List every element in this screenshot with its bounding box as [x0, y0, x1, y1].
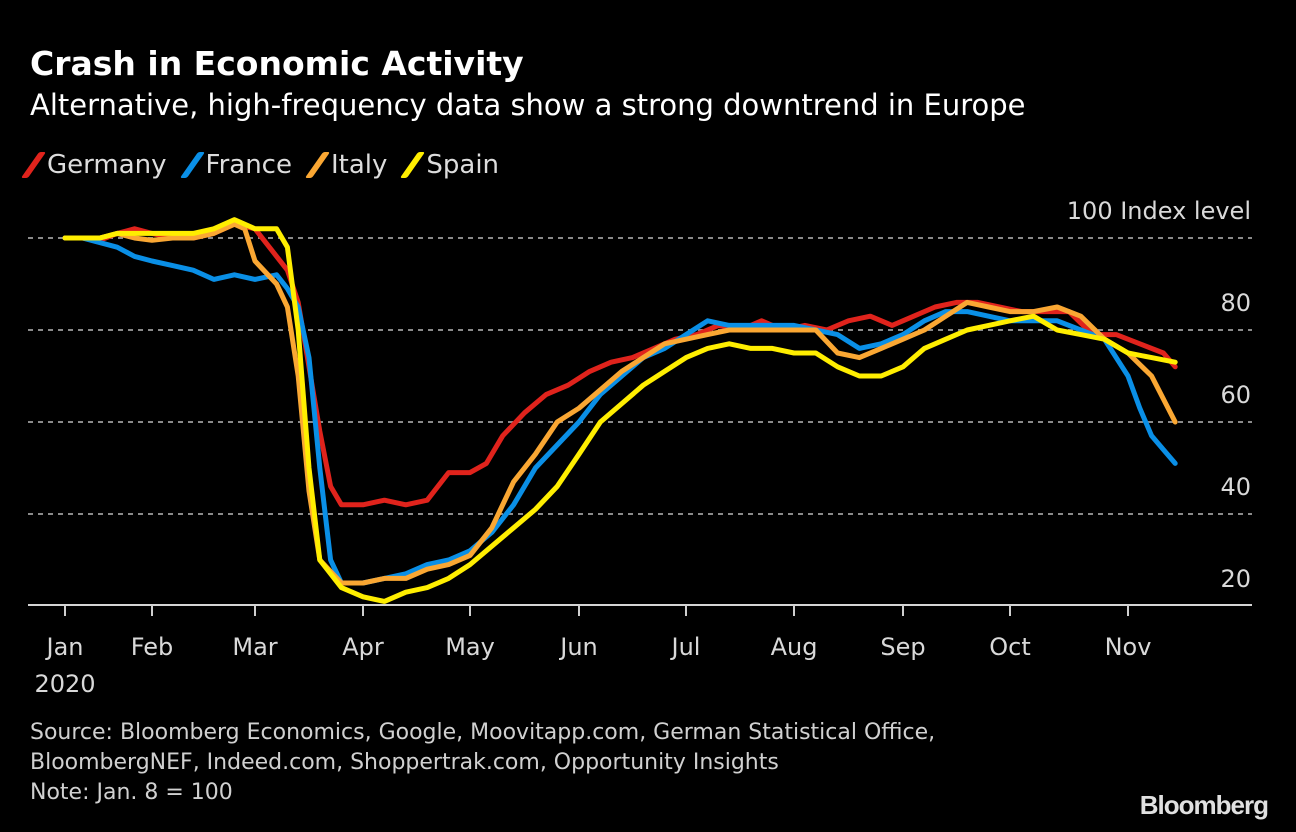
- series-line-italy: [62, 221, 1178, 586]
- legend-item-germany: Germany: [20, 150, 167, 180]
- x-tick-label-feb: Feb: [131, 633, 174, 661]
- source-line-1: Source: Bloomberg Economics, Google, Moo…: [30, 720, 936, 745]
- x-tick-label-mar: Mar: [232, 633, 277, 661]
- legend-item-spain: Spain: [400, 150, 500, 180]
- x-tick-label-jan: Jan: [45, 633, 84, 661]
- legend-label: France: [205, 150, 292, 180]
- legend-label: Italy: [330, 150, 388, 180]
- legend-label: Spain: [426, 150, 500, 180]
- legend-item-italy: Italy: [304, 150, 388, 180]
- series-line-france: [62, 235, 1178, 586]
- x-tick-label-jul: Jul: [670, 633, 701, 661]
- chart-subtitle: Alternative, high-frequency data show a …: [30, 88, 1026, 122]
- y-tick-label-80: 80: [1220, 289, 1251, 317]
- legend-label: Germany: [47, 150, 167, 180]
- note-line: Note: Jan. 8 = 100: [30, 780, 233, 805]
- y-tick-label-40: 40: [1220, 473, 1251, 501]
- series-line-germany: [62, 221, 1178, 508]
- y-tick-label-60: 60: [1220, 381, 1251, 409]
- x-tick-label-sep: Sep: [880, 633, 925, 661]
- legend-item-france: France: [179, 150, 292, 180]
- legend: Germany France Italy Spain: [20, 150, 500, 180]
- bloomberg-logo: Bloomberg: [1139, 790, 1269, 820]
- x-tick-label-oct: Oct: [989, 633, 1031, 661]
- chart-title: Crash in Economic Activity: [30, 44, 524, 83]
- x-tick-label-aug: Aug: [771, 633, 818, 661]
- x-tick-sublabel-year: 2020: [34, 670, 95, 698]
- source-note: Source: Bloomberg Economics, Google, Moo…: [30, 718, 935, 808]
- y-tick-label-20: 20: [1220, 565, 1251, 593]
- x-tick-label-apr: Apr: [342, 633, 384, 661]
- line-chart: 20 40 60 80 100 Index level Jan Feb Mar Apr May Ju…: [28, 197, 1252, 698]
- series-line-spain: [62, 217, 1178, 604]
- x-tick-label-nov: Nov: [1105, 633, 1152, 661]
- x-tick-label-may: May: [445, 633, 495, 661]
- x-tick-label-jun: Jun: [558, 633, 598, 661]
- y-tick-label-100-with-unit: 100 Index level: [1067, 197, 1251, 225]
- source-line-2: BloombergNEF, Indeed.com, Shoppertrak.co…: [30, 750, 779, 775]
